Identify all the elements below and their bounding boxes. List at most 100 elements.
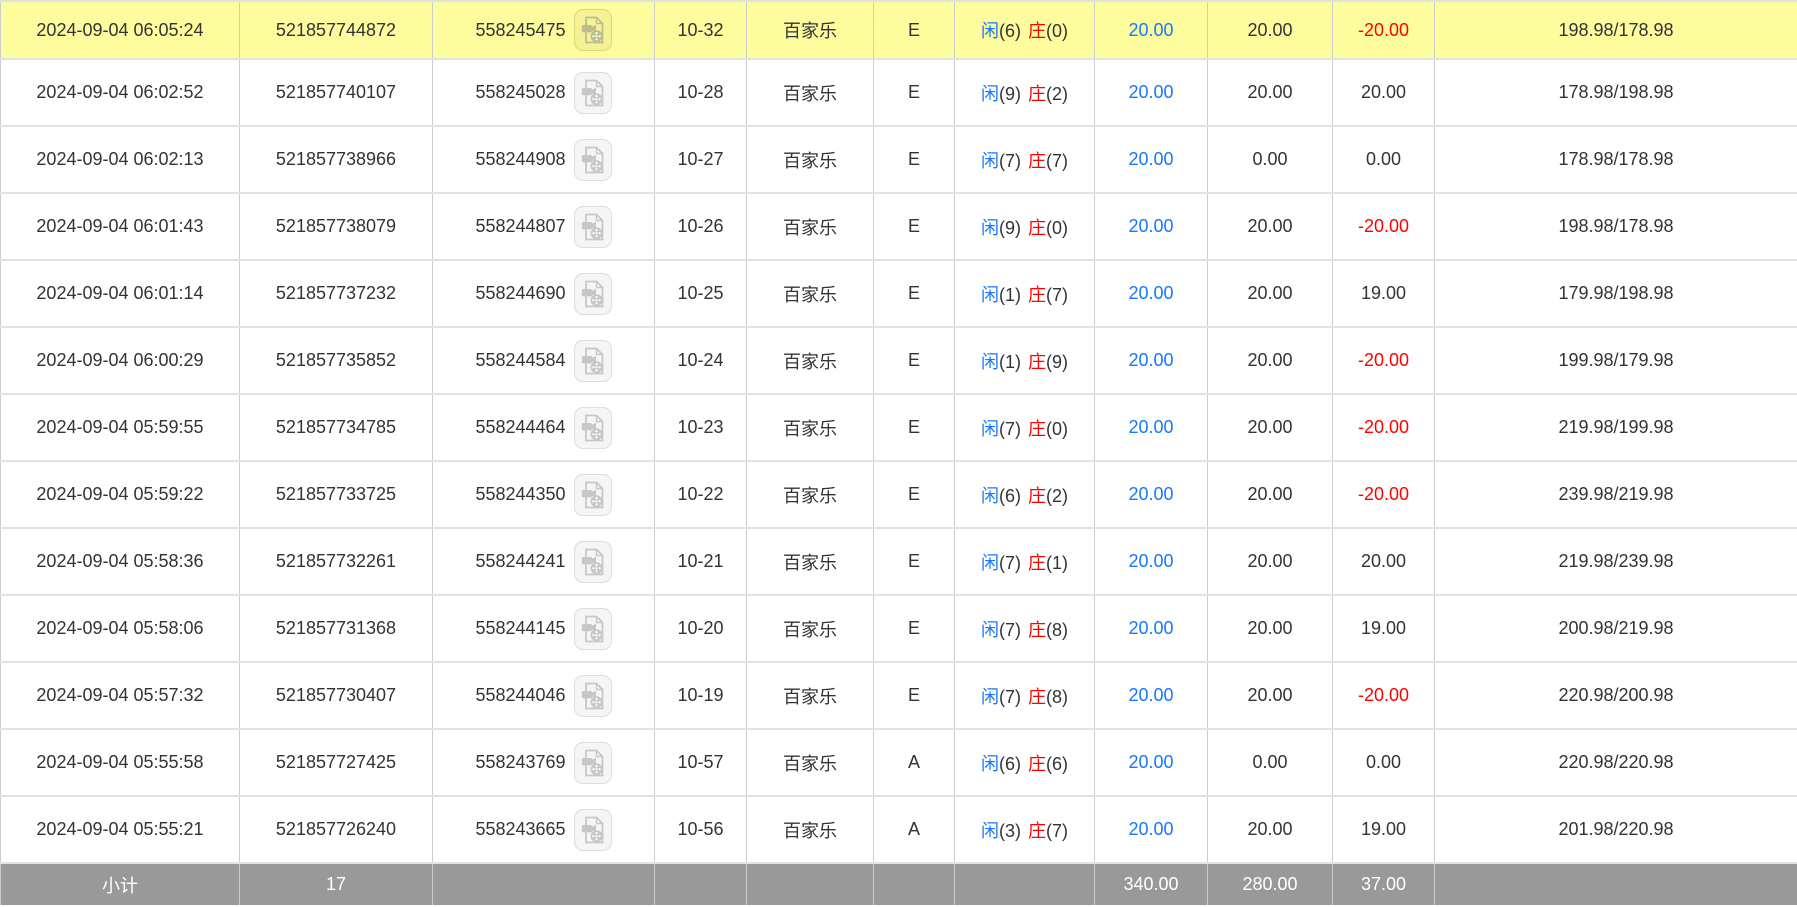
table-row[interactable]: 2024-09-04 05:59:55 521857734785 558244464… — [0, 393, 1797, 462]
game-type-cell: 百家乐 — [746, 661, 874, 730]
result-cell: 闲(7) 庄(8) — [954, 661, 1095, 730]
banker-score: (1) — [1046, 552, 1068, 573]
player-score: (7) — [999, 619, 1021, 640]
video-replay-button[interactable] — [573, 205, 612, 248]
table-no-cell: 10-24 — [654, 326, 747, 395]
subtotal-empty-cell — [746, 862, 874, 905]
game-type-cell: 百家乐 — [746, 594, 874, 663]
round-id-text: 558244464 — [475, 417, 566, 437]
round-id-wrap: 558243769 — [437, 741, 650, 784]
order-id-cell: 521857738079 — [239, 192, 433, 261]
player-label: 闲 — [981, 150, 999, 171]
win-loss-cell: -20.00 — [1332, 326, 1435, 395]
table-no-cell: 10-20 — [654, 594, 747, 663]
round-id-wrap: 558245028 — [437, 71, 650, 114]
table-row[interactable]: 2024-09-04 05:57:32 521857730407 558244046… — [0, 661, 1797, 730]
table-zone-cell: E — [873, 661, 955, 730]
table-no-cell: 10-21 — [654, 527, 747, 596]
video-replay-button[interactable] — [573, 808, 612, 851]
video-replay-button[interactable] — [573, 406, 612, 449]
game-type-cell: 百家乐 — [746, 58, 874, 127]
player-score: (9) — [999, 83, 1021, 104]
bet-time-cell: 2024-09-04 06:05:24 — [0, 0, 240, 60]
table-no-cell: 10-26 — [654, 192, 747, 261]
round-id-cell: 558244241 — [432, 527, 655, 596]
result-cell: 闲(6) 庄(2) — [954, 460, 1095, 529]
result-wrap: 闲(6) 庄(0) — [981, 21, 1068, 41]
bet-amount-cell: 20.00 — [1094, 527, 1208, 596]
player-score: (6) — [999, 485, 1021, 506]
video-file-icon — [581, 615, 603, 642]
bet-amount-cell: 20.00 — [1094, 393, 1208, 462]
banker-label: 庄 — [1028, 83, 1046, 104]
video-replay-button[interactable] — [573, 473, 612, 516]
table-zone-cell: A — [873, 795, 955, 864]
bet-time-cell: 2024-09-04 06:01:43 — [0, 192, 240, 261]
player-score: (6) — [999, 753, 1021, 774]
win-loss-cell: -20.00 — [1332, 0, 1435, 60]
table-row[interactable]: 2024-09-04 05:58:36 521857732261 558244241… — [0, 527, 1797, 596]
video-file-icon — [581, 816, 603, 843]
bet-amount-cell: 20.00 — [1094, 192, 1208, 261]
video-replay-button[interactable] — [573, 9, 612, 51]
table-row[interactable]: 2024-09-04 06:01:14 521857737232 558244690… — [0, 259, 1797, 328]
player-score: (7) — [999, 418, 1021, 439]
round-id-cell: 558243665 — [432, 795, 655, 864]
valid-bet-cell: 20.00 — [1207, 259, 1333, 328]
valid-bet-cell: 20.00 — [1207, 393, 1333, 462]
table-zone-cell: E — [873, 527, 955, 596]
table-row[interactable]: 2024-09-04 06:00:29 521857735852 558244584… — [0, 326, 1797, 395]
bet-time-cell: 2024-09-04 05:59:55 — [0, 393, 240, 462]
result-wrap: 闲(7) 庄(8) — [981, 687, 1068, 707]
result-wrap: 闲(9) 庄(0) — [981, 218, 1068, 238]
video-file-icon — [581, 146, 603, 173]
table-row[interactable]: 2024-09-04 06:01:43 521857738079 558244807… — [0, 192, 1797, 261]
banker-label: 庄 — [1028, 351, 1046, 372]
table-row[interactable]: 2024-09-04 06:05:24 521857744872 558245475… — [0, 0, 1797, 60]
video-replay-button[interactable] — [573, 607, 612, 650]
player-label: 闲 — [981, 619, 999, 640]
video-replay-button[interactable] — [573, 674, 612, 717]
order-id-cell: 521857731368 — [239, 594, 433, 663]
table-row[interactable]: 2024-09-04 05:55:58 521857727425 558243769… — [0, 728, 1797, 797]
game-type-cell: 百家乐 — [746, 125, 874, 194]
video-replay-button[interactable] — [573, 339, 612, 382]
banker-label: 庄 — [1028, 418, 1046, 439]
table-zone-cell: A — [873, 728, 955, 797]
table-row[interactable]: 2024-09-04 05:55:21 521857726240 558243665… — [0, 795, 1797, 864]
table-row[interactable]: 2024-09-04 05:59:22 521857733725 558244350… — [0, 460, 1797, 529]
video-replay-button[interactable] — [573, 540, 612, 583]
table-no-cell: 10-28 — [654, 58, 747, 127]
balance-cell: 201.98/220.98 — [1434, 795, 1797, 864]
table-row[interactable]: 2024-09-04 06:02:13 521857738966 558244908… — [0, 125, 1797, 194]
result-cell: 闲(9) 庄(2) — [954, 58, 1095, 127]
video-replay-button[interactable] — [573, 71, 612, 114]
result-wrap: 闲(3) 庄(7) — [981, 821, 1068, 841]
result-cell: 闲(7) 庄(0) — [954, 393, 1095, 462]
table-zone-cell: E — [873, 393, 955, 462]
result-cell: 闲(3) 庄(7) — [954, 795, 1095, 864]
round-id-cell: 558244908 — [432, 125, 655, 194]
round-id-cell: 558244046 — [432, 661, 655, 730]
bet-time-cell: 2024-09-04 06:00:29 — [0, 326, 240, 395]
bet-amount-cell: 20.00 — [1094, 661, 1208, 730]
banker-label: 庄 — [1028, 552, 1046, 573]
round-id-wrap: 558244241 — [437, 540, 650, 583]
round-id-wrap: 558245475 — [437, 9, 650, 51]
valid-bet-cell: 0.00 — [1207, 125, 1333, 194]
table-row[interactable]: 2024-09-04 06:02:52 521857740107 558245028… — [0, 58, 1797, 127]
round-id-wrap: 558243665 — [437, 808, 650, 851]
video-replay-button[interactable] — [573, 272, 612, 315]
result-wrap: 闲(6) 庄(6) — [981, 754, 1068, 774]
video-replay-button[interactable] — [573, 741, 612, 784]
game-type-cell: 百家乐 — [746, 460, 874, 529]
game-type-cell: 百家乐 — [746, 0, 874, 60]
table-no-cell: 10-25 — [654, 259, 747, 328]
player-label: 闲 — [981, 284, 999, 305]
order-id-cell: 521857734785 — [239, 393, 433, 462]
win-loss-cell: 20.00 — [1332, 527, 1435, 596]
video-replay-button[interactable] — [573, 138, 612, 181]
balance-cell: 199.98/179.98 — [1434, 326, 1797, 395]
table-row[interactable]: 2024-09-04 05:58:06 521857731368 558244145… — [0, 594, 1797, 663]
result-wrap: 闲(7) 庄(7) — [981, 151, 1068, 171]
